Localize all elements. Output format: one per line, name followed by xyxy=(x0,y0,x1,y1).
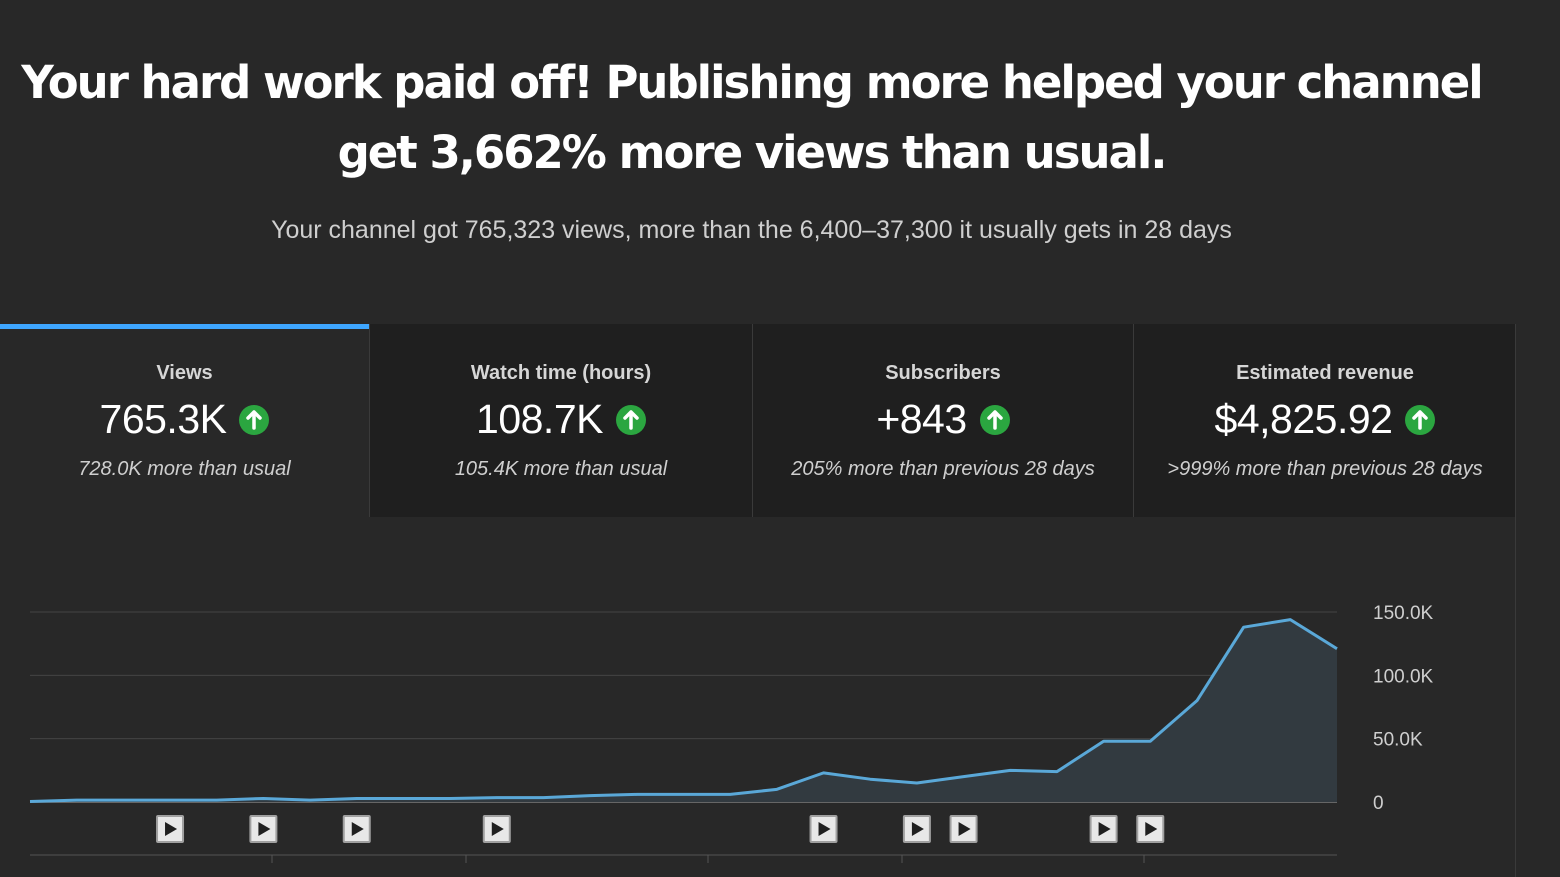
headline-line-1: Your hard work paid off! Publishing more… xyxy=(21,56,1483,109)
card-value: 108.7K xyxy=(476,396,603,442)
card-label: Subscribers xyxy=(885,362,1001,384)
card-value: $4,825.92 xyxy=(1214,396,1393,442)
video-marker-icon[interactable] xyxy=(342,815,371,843)
video-marker-icon[interactable] xyxy=(809,815,838,843)
video-marker-icon[interactable] xyxy=(1089,815,1118,843)
card-estimated-revenue[interactable]: Estimated revenue $4,825.92 >999% more t… xyxy=(1133,324,1516,517)
card-value: 765.3K xyxy=(99,396,227,442)
card-label: Estimated revenue xyxy=(1236,362,1414,384)
video-marker-icon[interactable] xyxy=(1136,815,1165,843)
video-marker-icon[interactable] xyxy=(156,815,185,843)
arrow-up-icon xyxy=(1405,404,1436,435)
y-tick-label: 150.0K xyxy=(1373,603,1434,624)
subline: Your channel got 765,323 views, more tha… xyxy=(271,216,1232,244)
card-note: 728.0K more than usual xyxy=(78,458,291,480)
card-note: 205% more than previous 28 days xyxy=(791,458,1095,480)
video-marker-icon[interactable] xyxy=(902,815,931,843)
views-area xyxy=(30,619,1337,802)
chart-panel-border xyxy=(1515,324,1516,877)
card-subscribers[interactable]: Subscribers +843 205% more than previous… xyxy=(752,324,1133,517)
metric-cards: Views 765.3K 728.0K more than usual Watc… xyxy=(0,324,1516,517)
card-watch-time[interactable]: Watch time (hours) 108.7K 105.4K more th… xyxy=(369,324,752,517)
headline-line-2: get 3,662% more views than usual. xyxy=(337,126,1168,179)
headline: Your hard work paid off! Publishing more… xyxy=(0,48,1503,188)
video-marker-icon[interactable] xyxy=(249,815,278,843)
card-note: >999% more than previous 28 days xyxy=(1167,458,1483,480)
views-chart: 0 50.0K 100.0K 150.0K xyxy=(29,603,1434,863)
card-note: 105.4K more than usual xyxy=(454,458,668,480)
y-tick-label: 0 xyxy=(1373,793,1384,814)
y-tick-label: 50.0K xyxy=(1373,730,1423,751)
arrow-up-icon xyxy=(615,404,646,435)
arrow-up-icon xyxy=(979,404,1010,435)
card-label: Watch time (hours) xyxy=(470,362,652,384)
views-line xyxy=(29,618,1338,803)
card-views[interactable]: Views 765.3K 728.0K more than usual xyxy=(0,324,369,517)
video-marker-icon[interactable] xyxy=(949,815,978,843)
card-value: +843 xyxy=(876,396,967,442)
card-label: Views xyxy=(156,362,213,384)
video-marker-icon[interactable] xyxy=(482,815,511,843)
arrow-up-icon xyxy=(239,404,270,435)
y-tick-label: 100.0K xyxy=(1373,666,1434,687)
